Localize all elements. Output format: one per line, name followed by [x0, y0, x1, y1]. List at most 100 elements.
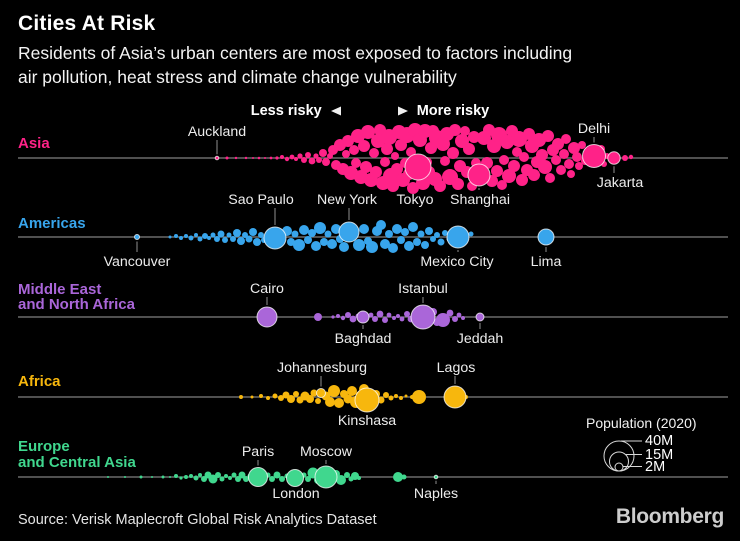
bubble-asia	[567, 170, 575, 178]
bubble-asia	[551, 155, 561, 165]
bubble-asia	[264, 157, 266, 159]
more-risky-label: More risky	[416, 103, 490, 119]
bubble-americas	[430, 236, 436, 242]
bubble-europe	[224, 474, 228, 478]
bubble-americas	[174, 234, 178, 238]
bubble-americas	[434, 232, 440, 238]
bubble-asia	[468, 131, 480, 143]
bubble-asia	[349, 145, 359, 155]
bubble-americas	[380, 239, 390, 249]
bubble-asia	[502, 169, 516, 183]
bubble-americas	[293, 239, 305, 251]
bubble-africa	[325, 397, 335, 407]
bubble-europe	[344, 472, 350, 478]
bubble-americas	[376, 220, 386, 230]
bubble-europe	[401, 474, 407, 480]
bubble-africa	[347, 386, 357, 396]
bubble-europe	[305, 476, 311, 482]
bubble-asia	[559, 149, 569, 159]
bubble-mena	[386, 312, 392, 318]
bubble-asia	[452, 178, 464, 190]
bubble-europe	[279, 476, 285, 482]
bubble-americas	[425, 227, 433, 235]
bubble-asia	[301, 157, 307, 163]
bubble-americas	[359, 224, 369, 234]
bubble-americas	[442, 230, 448, 236]
bubble-asia	[275, 156, 279, 160]
bubble-city-jeddah	[475, 312, 485, 322]
bubble-americas	[168, 235, 172, 239]
bubble-asia	[244, 156, 248, 160]
bubble-asia	[511, 131, 527, 147]
bubble-europe	[151, 476, 153, 478]
bubble-asia	[322, 158, 330, 166]
bubble-americas	[245, 235, 253, 243]
bubble-asia	[269, 156, 273, 160]
bubble-americas	[197, 236, 203, 242]
bubble-americas	[421, 241, 429, 249]
bubble-africa	[306, 395, 314, 403]
bubble-mena	[392, 316, 396, 320]
bubble-asia	[387, 180, 399, 192]
bubble-europe	[357, 476, 361, 480]
bubble-americas	[366, 241, 378, 253]
bubble-europe	[273, 471, 281, 479]
bubble-americas	[311, 241, 321, 251]
bubble-city-baghdad	[356, 310, 370, 324]
bubble-asia	[538, 160, 552, 174]
bubble-mena	[399, 316, 405, 322]
bubble-europe	[201, 476, 207, 482]
bubble-asia	[407, 182, 419, 194]
bubble-city-new-york	[338, 221, 360, 243]
bubble-mena	[446, 309, 454, 317]
bubble-europe	[393, 472, 403, 482]
bubble-city-jakarta	[607, 151, 621, 165]
bubble-africa	[334, 398, 344, 408]
bubble-mena	[376, 310, 384, 318]
bubble-asia	[294, 157, 298, 161]
bubble-americas	[242, 232, 248, 238]
bubble-asia	[523, 128, 535, 140]
bubble-africa	[287, 395, 295, 403]
bubble-asia	[289, 154, 295, 160]
bubble-asia	[542, 130, 554, 142]
bubble-mena	[404, 311, 410, 317]
bubble-asia	[351, 158, 361, 168]
legend-circle-2M	[614, 462, 624, 472]
bubble-americas	[353, 239, 365, 251]
bubble-americas	[468, 231, 474, 237]
bubble-asia	[342, 135, 354, 147]
bubble-americas	[258, 232, 264, 238]
bubble-asia	[234, 156, 238, 160]
bubble-asia	[628, 154, 634, 160]
bubble-europe	[231, 472, 237, 478]
bubble-city-kinshasa	[354, 387, 380, 413]
bubble-asia	[305, 152, 311, 158]
bubble-asia	[536, 149, 548, 161]
bubble-africa	[394, 394, 398, 398]
bubble-asia	[561, 134, 571, 144]
bubble-asia	[434, 180, 446, 192]
bubble-americas	[226, 232, 232, 238]
bubble-africa	[259, 394, 263, 398]
bubble-americas	[339, 242, 349, 252]
bubble-asia	[491, 165, 503, 177]
bubble-mena	[396, 314, 400, 318]
bubble-city-moscow	[314, 465, 338, 489]
bubble-europe	[243, 476, 249, 482]
bubble-city-mexico-city	[446, 225, 470, 249]
bubble-europe	[193, 475, 199, 481]
bubble-africa	[315, 398, 321, 404]
bubble-americas	[304, 236, 312, 244]
subtitle-line-2: air pollution, heat stress and climate c…	[18, 67, 457, 87]
bubble-europe	[161, 475, 165, 479]
bubble-city-sao-paulo	[263, 226, 287, 250]
bubble-europe	[139, 475, 143, 479]
bubble-americas	[222, 237, 228, 243]
bubble-americas	[437, 238, 445, 246]
bubble-mena	[461, 316, 465, 320]
bubble-europe	[228, 476, 232, 480]
bubble-asia	[280, 155, 284, 159]
